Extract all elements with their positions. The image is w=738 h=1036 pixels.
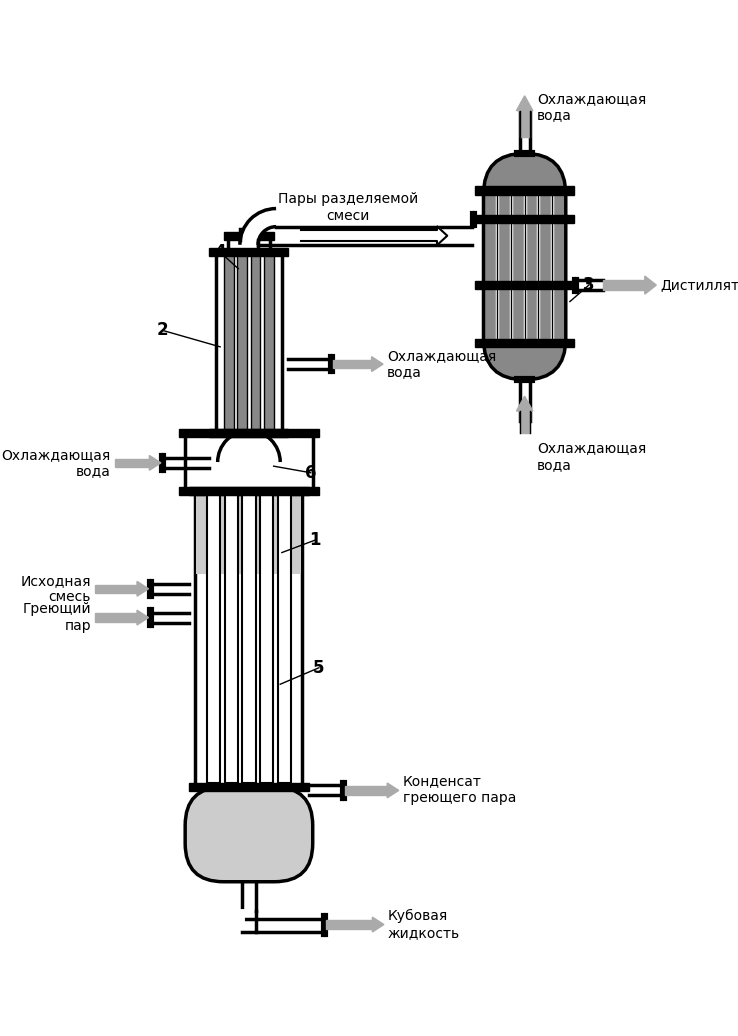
- Bar: [242, 495, 255, 783]
- Bar: [261, 495, 273, 783]
- Bar: [189, 487, 309, 495]
- Polygon shape: [345, 786, 387, 795]
- Polygon shape: [333, 359, 371, 368]
- Text: 5: 5: [313, 659, 325, 677]
- Bar: [475, 186, 574, 195]
- FancyBboxPatch shape: [185, 787, 313, 882]
- Bar: [185, 433, 313, 491]
- Bar: [251, 256, 261, 430]
- Bar: [224, 495, 238, 783]
- Polygon shape: [517, 396, 533, 411]
- Polygon shape: [149, 456, 161, 470]
- Polygon shape: [95, 613, 137, 622]
- Wedge shape: [241, 209, 276, 244]
- Text: Охлаждающая
вода: Охлаждающая вода: [387, 349, 497, 379]
- Bar: [196, 491, 303, 787]
- FancyBboxPatch shape: [483, 153, 566, 380]
- Bar: [210, 248, 289, 256]
- Text: Пары разделяемой
смеси: Пары разделяемой смеси: [277, 193, 418, 223]
- Polygon shape: [371, 356, 383, 372]
- Text: Греющий
пар: Греющий пар: [22, 603, 91, 633]
- Polygon shape: [438, 227, 447, 244]
- Text: 1: 1: [309, 531, 320, 549]
- Text: Конденсат
греющего пара: Конденсат греющего пара: [403, 775, 516, 805]
- Polygon shape: [95, 584, 137, 593]
- Polygon shape: [645, 276, 656, 294]
- Bar: [224, 232, 274, 240]
- Text: 3: 3: [583, 277, 595, 294]
- Text: Дистиллят: Дистиллят: [661, 278, 738, 292]
- Text: Исходная
смесь: Исходная смесь: [21, 574, 91, 604]
- Bar: [207, 495, 220, 783]
- Bar: [224, 256, 234, 430]
- Text: Охлаждающая
вода: Охлаждающая вода: [1, 448, 111, 478]
- Bar: [196, 491, 301, 574]
- Bar: [263, 256, 274, 430]
- Text: Охлаждающая
вода: Охлаждающая вода: [537, 92, 646, 122]
- Text: Кубовая
жидкость: Кубовая жидкость: [388, 910, 461, 940]
- Bar: [179, 429, 320, 437]
- Polygon shape: [115, 459, 149, 467]
- Bar: [179, 487, 320, 495]
- Text: 6: 6: [305, 464, 317, 482]
- Bar: [241, 240, 257, 248]
- Bar: [210, 429, 289, 437]
- Polygon shape: [137, 610, 148, 625]
- Polygon shape: [301, 230, 438, 241]
- Bar: [278, 495, 292, 783]
- Polygon shape: [137, 581, 148, 596]
- Text: 4: 4: [214, 243, 226, 261]
- Polygon shape: [520, 411, 530, 433]
- Bar: [189, 783, 309, 792]
- Bar: [475, 281, 574, 289]
- Bar: [216, 252, 282, 433]
- Bar: [238, 256, 247, 430]
- Polygon shape: [603, 280, 645, 290]
- Polygon shape: [373, 917, 384, 932]
- Polygon shape: [326, 920, 373, 928]
- Polygon shape: [387, 783, 399, 798]
- Polygon shape: [517, 95, 533, 111]
- Polygon shape: [520, 111, 530, 137]
- Bar: [475, 339, 574, 347]
- Text: 2: 2: [156, 321, 168, 340]
- Text: Охлаждающая
вода: Охлаждающая вода: [537, 441, 646, 471]
- Bar: [228, 236, 269, 252]
- Bar: [276, 228, 472, 243]
- Bar: [475, 215, 574, 224]
